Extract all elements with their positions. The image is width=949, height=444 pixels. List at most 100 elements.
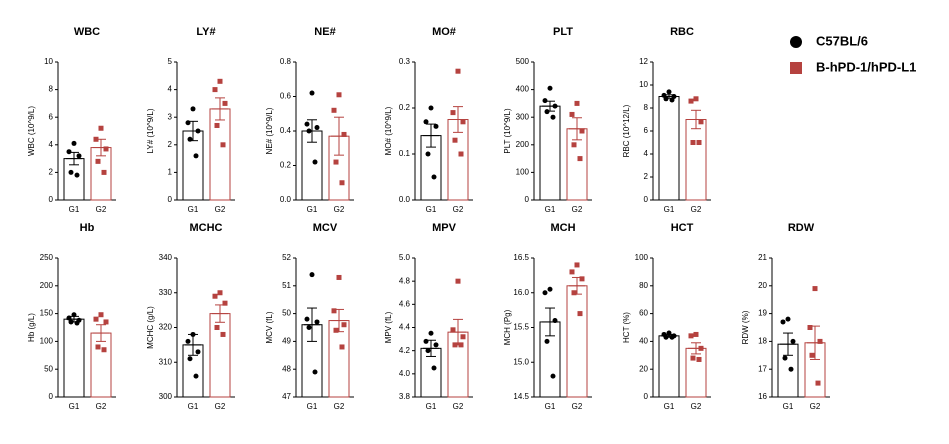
- data-point: [552, 103, 558, 109]
- y-tick-label: 19: [758, 309, 767, 318]
- y-tick-label: 4: [49, 140, 54, 149]
- legend-label: B-hPD-1/hPD-L1: [816, 59, 916, 74]
- data-point: [93, 136, 99, 142]
- y-axis-label: MCHC (g/L): [146, 306, 155, 349]
- data-point: [195, 349, 201, 355]
- data-point: [339, 180, 345, 186]
- data-point: [571, 290, 577, 296]
- x-tick-label: G1: [664, 402, 675, 411]
- y-tick-label: 200: [40, 281, 54, 290]
- panel-title: RDW: [788, 222, 815, 234]
- data-point: [66, 149, 72, 155]
- data-point: [314, 125, 320, 131]
- y-tick-label: 6: [49, 112, 54, 121]
- data-point: [333, 327, 339, 333]
- y-tick-label: 300: [159, 392, 173, 401]
- data-point: [71, 312, 77, 318]
- data-point: [696, 356, 702, 362]
- y-tick-label: 0.2: [399, 103, 411, 112]
- data-point: [663, 334, 669, 340]
- y-axis-label: MO# (10^9/L): [384, 106, 393, 155]
- y-tick-label: 4.2: [399, 346, 411, 355]
- data-point: [571, 142, 577, 148]
- data-point: [688, 98, 694, 104]
- y-axis-label: LY# (10^9/L): [146, 108, 155, 153]
- data-point: [569, 111, 575, 117]
- data-point: [782, 355, 788, 361]
- y-tick-label: 15.5: [513, 323, 529, 332]
- y-tick-label: 0.0: [280, 195, 292, 204]
- x-tick-label: G1: [426, 205, 437, 214]
- y-tick-label: 15.0: [513, 357, 529, 366]
- y-tick-label: 52: [282, 253, 291, 262]
- y-tick-label: 8: [644, 103, 649, 112]
- y-tick-label: 4: [168, 85, 173, 94]
- x-tick-label: G2: [215, 205, 226, 214]
- data-point: [309, 272, 315, 278]
- bar: [566, 285, 588, 398]
- data-point: [74, 320, 80, 326]
- y-tick-label: 0.4: [280, 126, 292, 135]
- y-tick-label: 12: [639, 57, 648, 66]
- data-point: [663, 96, 669, 102]
- y-tick-label: 10: [44, 57, 53, 66]
- y-tick-label: 500: [516, 57, 530, 66]
- data-point: [306, 128, 312, 134]
- panel-title: PLT: [553, 26, 573, 38]
- data-point: [550, 373, 556, 379]
- data-point: [807, 325, 813, 330]
- data-point: [450, 110, 456, 116]
- y-tick-label: 300: [516, 112, 530, 121]
- x-tick-label: G2: [96, 205, 107, 214]
- error-bar: [66, 151, 82, 166]
- data-point: [547, 286, 553, 292]
- y-tick-label: 48: [282, 364, 291, 373]
- y-tick-label: 21: [758, 253, 767, 262]
- data-point: [577, 156, 583, 162]
- bar: [90, 332, 112, 398]
- data-point: [185, 120, 191, 126]
- data-point: [304, 121, 310, 127]
- data-point: [101, 347, 107, 353]
- data-point: [460, 119, 466, 125]
- data-point: [455, 278, 461, 284]
- x-tick-label: G2: [96, 402, 107, 411]
- x-tick-label: G1: [426, 402, 437, 411]
- x-tick-label: G1: [69, 402, 80, 411]
- data-point: [788, 366, 794, 372]
- y-tick-label: 4.4: [399, 323, 411, 332]
- panel-title: MCH: [550, 222, 575, 234]
- panel-title: WBC: [74, 26, 100, 38]
- data-point: [696, 140, 702, 145]
- data-point: [312, 369, 318, 375]
- data-point: [547, 85, 553, 91]
- data-point: [98, 125, 104, 131]
- y-tick-label: 100: [635, 253, 649, 262]
- data-point: [76, 153, 82, 159]
- data-point: [785, 316, 791, 322]
- y-tick-label: 0.3: [399, 57, 411, 66]
- y-tick-label: 10: [639, 80, 648, 89]
- data-point: [336, 274, 342, 280]
- data-point: [431, 365, 437, 371]
- data-point: [666, 330, 672, 336]
- y-tick-label: 80: [639, 281, 648, 290]
- x-tick-label: G2: [810, 402, 821, 411]
- data-point: [187, 136, 193, 142]
- legend-marker: [790, 36, 802, 48]
- y-tick-label: 0.8: [280, 57, 292, 66]
- data-point: [331, 107, 337, 113]
- data-point: [101, 169, 107, 175]
- data-point: [460, 334, 466, 340]
- y-tick-label: 17: [758, 364, 767, 373]
- data-point: [66, 315, 72, 321]
- data-point: [93, 316, 99, 322]
- y-tick-label: 100: [516, 168, 530, 177]
- y-axis-label: MCH (Pg): [503, 309, 512, 345]
- y-tick-label: 340: [159, 253, 173, 262]
- panel-title: LY#: [196, 26, 215, 38]
- y-axis-label: NE# (10^9/L): [265, 107, 274, 154]
- error-bar: [423, 123, 439, 148]
- data-point: [577, 311, 583, 317]
- bar: [685, 347, 707, 398]
